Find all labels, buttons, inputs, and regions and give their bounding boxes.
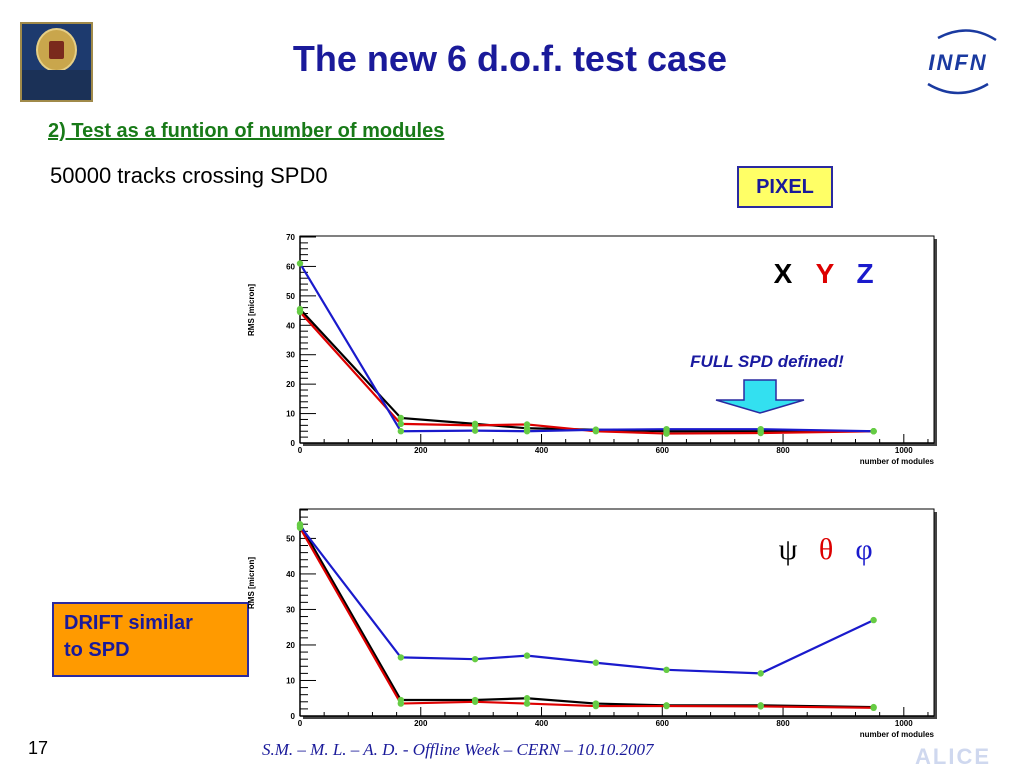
x-tick-label: 200 xyxy=(414,446,428,455)
y-tick-label: 10 xyxy=(286,676,295,685)
data-point-series-3 xyxy=(397,428,405,435)
y-tick-label: 50 xyxy=(286,292,295,301)
data-point-series-2 xyxy=(397,420,405,428)
tracks-description: 50000 tracks crossing SPD0 xyxy=(50,163,328,188)
y-tick-label: 10 xyxy=(286,410,295,419)
data-point-series-1 xyxy=(397,414,405,422)
y-tick-label: 0 xyxy=(291,439,296,448)
series-line-3 xyxy=(299,525,875,675)
footer-credits: S.M. – M. L. – A. D. - Offline Week – CE… xyxy=(262,740,654,759)
y-tick-label: 40 xyxy=(286,570,295,579)
data-point-series-2 xyxy=(296,308,304,316)
legend-label: Z xyxy=(856,258,873,289)
series-line-3 xyxy=(299,262,874,433)
y-tick-label: 20 xyxy=(286,380,295,389)
y-tick-label: 60 xyxy=(286,262,295,271)
x-tick-label: 200 xyxy=(414,719,428,728)
chart-1: 0 10 20 30 40 50 60 70 0 200 400 600 800 1000 RMS [mic… xyxy=(247,233,937,466)
data-point-series-3 xyxy=(471,655,479,663)
chart-frame xyxy=(299,508,935,717)
data-point-series-2 xyxy=(663,702,670,710)
x-tick-label: 600 xyxy=(656,719,670,728)
pixel-label-box: PIXEL xyxy=(737,166,833,208)
data-point-series-3 xyxy=(757,670,764,677)
data-point-series-3 xyxy=(592,426,600,433)
y-tick-label: 20 xyxy=(286,641,295,650)
data-point-series-3 xyxy=(397,654,405,661)
infn-logo: INFN xyxy=(927,29,997,95)
x-tick-label: 400 xyxy=(535,719,549,728)
y-tick-label: 70 xyxy=(286,233,295,242)
y-tick-label: 30 xyxy=(286,605,295,614)
legend-label: ψ xyxy=(779,533,798,566)
data-point-series-3 xyxy=(870,428,877,435)
data-point-series-3 xyxy=(757,425,764,433)
x-tick-label: 0 xyxy=(298,446,303,455)
x-tick-label: 800 xyxy=(776,446,790,455)
y-tick-label: 30 xyxy=(286,351,295,360)
x-tick-label: 0 xyxy=(298,719,303,728)
data-point-series-3 xyxy=(471,427,479,434)
data-point-series-3 xyxy=(592,659,600,666)
x-axis-title: number of modules xyxy=(860,457,935,466)
data-point-series-3 xyxy=(523,428,531,435)
series-line-2 xyxy=(299,527,874,709)
chart-2: 0 10 20 30 40 50 0 200 400 600 800 1000 RMS [micron]… xyxy=(247,508,937,739)
data-point-series-1 xyxy=(523,695,531,702)
data-point-series-3 xyxy=(663,666,670,674)
x-tick-label: 800 xyxy=(776,719,790,728)
data-point-series-2 xyxy=(870,704,877,712)
down-arrow-icon xyxy=(715,379,805,414)
x-tick-label: 1000 xyxy=(895,446,913,455)
data-point-series-3 xyxy=(296,260,304,267)
y-tick-label: 0 xyxy=(291,712,296,721)
drift-note-line-1: DRIFT similar xyxy=(64,612,193,634)
x-tick-label: 600 xyxy=(656,446,670,455)
x-axis-title: number of modules xyxy=(860,730,935,739)
alice-logo: ALICE xyxy=(915,744,991,769)
data-point-series-2 xyxy=(523,421,531,428)
page-number: 17 xyxy=(28,738,49,758)
section-subtitle: 2) Test as a funtion of number of module… xyxy=(48,120,445,142)
data-point-series-2 xyxy=(397,700,405,707)
data-point-series-3 xyxy=(523,652,531,659)
y-tick-label: 40 xyxy=(286,321,295,330)
drift-note-box: DRIFT similar to SPD xyxy=(52,602,249,677)
legend-label: φ xyxy=(855,533,872,566)
university-seal-icon xyxy=(36,28,77,72)
y-tick-label: 50 xyxy=(286,534,295,543)
slide-title: The new 6 d.o.f. test case xyxy=(292,38,728,79)
y-axis-title: RMS [micron] xyxy=(247,557,256,609)
svg-text:INFN: INFN xyxy=(928,50,987,75)
y-axis-title: RMS [micron] xyxy=(247,284,256,336)
data-point-series-2 xyxy=(663,430,670,437)
university-name-band xyxy=(22,70,91,100)
legend-label: X xyxy=(774,258,793,289)
data-point-series-3 xyxy=(870,616,877,624)
series-line-2 xyxy=(299,311,874,435)
data-point-series-2 xyxy=(471,422,479,429)
x-tick-label: 400 xyxy=(535,446,549,455)
annotation-text: FULL SPD defined! xyxy=(690,352,844,371)
data-point-series-2 xyxy=(471,698,479,705)
legend-label: Y xyxy=(816,258,835,289)
data-point-series-2 xyxy=(757,703,764,710)
data-point-series-2 xyxy=(592,702,600,710)
legend-label: θ xyxy=(819,533,833,566)
data-point-series-3 xyxy=(296,522,304,530)
series-line-1 xyxy=(299,308,874,433)
x-tick-label: 1000 xyxy=(895,719,913,728)
drift-note-line-2: to SPD xyxy=(64,639,130,661)
university-padova-logo xyxy=(20,22,93,102)
data-point-series-2 xyxy=(523,700,531,707)
data-point-series-3 xyxy=(663,425,670,433)
